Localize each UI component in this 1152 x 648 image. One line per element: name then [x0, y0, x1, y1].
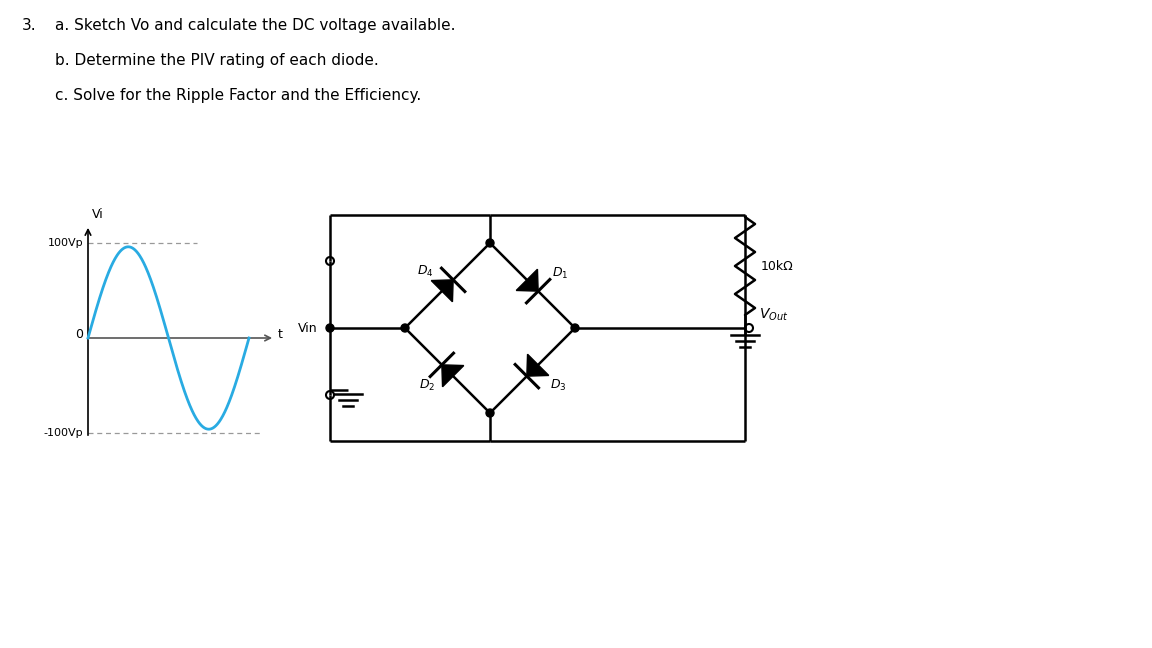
Text: Vi: Vi: [92, 208, 104, 221]
Text: 0: 0: [75, 329, 83, 341]
Circle shape: [486, 409, 494, 417]
Polygon shape: [431, 280, 453, 302]
Text: $D_1$: $D_1$: [552, 266, 569, 281]
Text: -100Vp: -100Vp: [44, 428, 83, 438]
Text: $D_3$: $D_3$: [551, 378, 567, 393]
Circle shape: [326, 324, 334, 332]
Text: a. Sketch Vo and calculate the DC voltage available.: a. Sketch Vo and calculate the DC voltag…: [55, 18, 455, 33]
Text: 10kΩ: 10kΩ: [761, 259, 794, 273]
Circle shape: [486, 239, 494, 247]
Circle shape: [401, 324, 409, 332]
Text: $V_{Out}$: $V_{Out}$: [759, 307, 788, 323]
Polygon shape: [516, 269, 538, 291]
Circle shape: [571, 324, 579, 332]
Text: $D_4$: $D_4$: [417, 264, 434, 279]
Text: $D_2$: $D_2$: [419, 378, 435, 393]
Text: 100Vp: 100Vp: [47, 238, 83, 248]
Text: c. Solve for the Ripple Factor and the Efficiency.: c. Solve for the Ripple Factor and the E…: [55, 88, 422, 103]
Polygon shape: [526, 354, 548, 376]
Text: b. Determine the PIV rating of each diode.: b. Determine the PIV rating of each diod…: [55, 53, 379, 68]
Text: Vin: Vin: [298, 321, 318, 334]
Text: 3.: 3.: [22, 18, 37, 33]
Polygon shape: [442, 365, 464, 387]
Text: t: t: [278, 329, 283, 341]
